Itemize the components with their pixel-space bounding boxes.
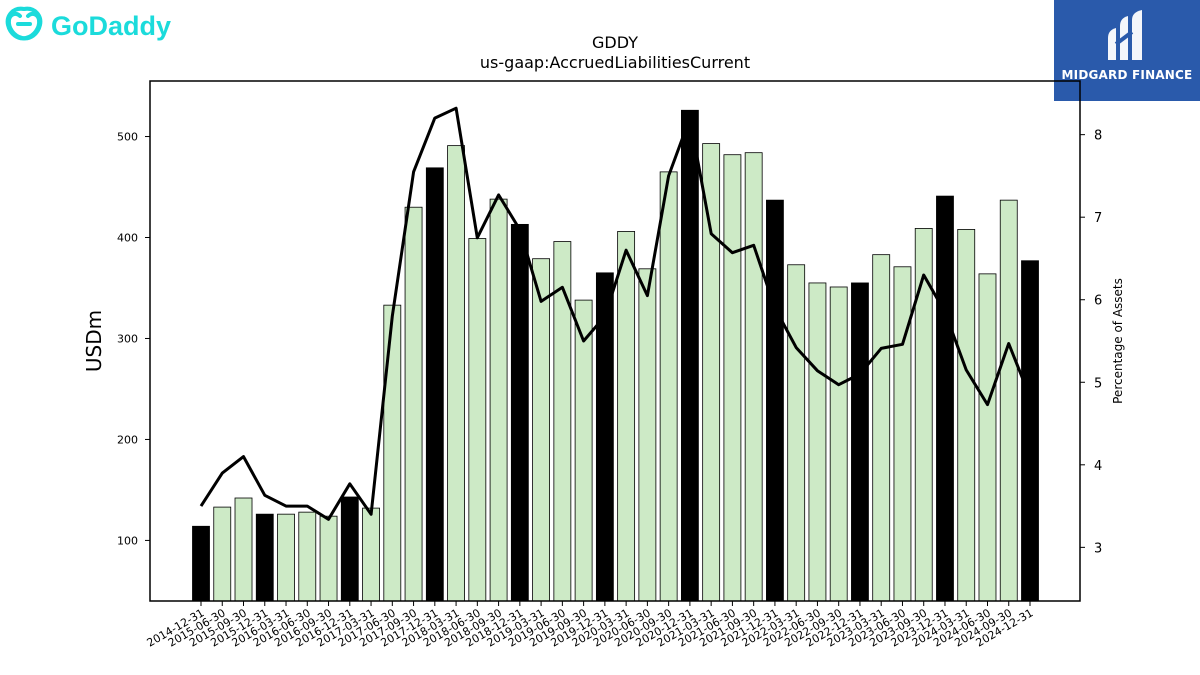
bar-2015-06-30	[213, 506, 232, 602]
bar-series	[192, 109, 1039, 602]
bar-2021-03-31	[702, 143, 721, 602]
y-axis-label: USDm	[82, 310, 106, 372]
bar-2023-06-30	[893, 266, 912, 602]
bar-2016-12-31	[340, 496, 359, 602]
bar-2015-12-31	[255, 513, 274, 602]
bar-2014-12-31	[192, 525, 210, 602]
midgard-logo-text: MIDGARD FINANCE	[1061, 68, 1193, 82]
bar-2023-03-31	[872, 254, 891, 602]
bar-2018-12-31	[510, 223, 529, 602]
bar-2020-03-31	[617, 231, 636, 602]
bar-2022-06-30	[808, 282, 827, 602]
bar-2022-03-31	[787, 264, 806, 602]
bar-2024-06-30	[978, 273, 997, 602]
bar-2020-12-31	[680, 109, 699, 602]
chart-subtitle: us-gaap:AccruedLiabilitiesCurrent	[480, 53, 750, 72]
bar-2018-03-31	[447, 145, 465, 602]
bar-2018-06-30	[468, 238, 487, 602]
x-axis: 2014-12-312015-06-302015-09-302015-12-31…	[145, 601, 1036, 650]
bar-2021-09-30	[744, 152, 763, 602]
y2-tick-label: 5	[1094, 376, 1102, 391]
godaddy-logo: GoDaddy	[4, 2, 184, 46]
y-tick-label: 500	[117, 131, 138, 144]
bar-2019-06-30	[553, 241, 572, 602]
bar-2020-09-30	[659, 171, 678, 602]
bar-2016-03-31	[277, 513, 295, 602]
bar-2017-12-31	[425, 167, 444, 602]
y-tick-label: 100	[117, 534, 138, 547]
bar-2024-09-30	[999, 199, 1018, 602]
bar-2017-09-30	[404, 206, 423, 602]
bar-2024-03-31	[957, 229, 976, 602]
bar-2022-09-30	[829, 286, 848, 602]
bar-2023-12-31	[936, 195, 954, 602]
y-axis-left: 100 200 300 400 500	[117, 131, 150, 547]
bar-2022-12-31	[851, 282, 869, 602]
bar-2016-09-30	[319, 515, 338, 602]
y2-tick-label: 7	[1094, 211, 1102, 226]
line-percentage-of-assets	[199, 106, 1032, 521]
y2-tick-label: 4	[1094, 459, 1102, 474]
bar-2024-12-31	[1021, 260, 1039, 602]
bar-2021-06-30	[723, 154, 742, 602]
godaddy-logo-text: GoDaddy	[51, 11, 171, 41]
bar-2015-09-30	[234, 497, 253, 602]
line-series	[199, 106, 1032, 521]
plot-frame	[149, 80, 1081, 602]
midgard-finance-logo: MIDGARD FINANCE	[1054, 0, 1200, 101]
chart-title: GDDY	[592, 33, 638, 52]
midgard-logo-icon	[1108, 10, 1142, 60]
bar-2016-06-30	[298, 511, 317, 602]
bar-2019-09-30	[574, 299, 593, 602]
y2-axis-label: Percentage of Assets	[1111, 278, 1125, 404]
y-axis-right: 3 4 5 6 7 8	[1080, 129, 1102, 556]
bar-2020-06-30	[638, 268, 657, 602]
bar-2017-06-30	[383, 304, 402, 602]
y-tick-label: 200	[117, 433, 138, 446]
y2-tick-label: 8	[1094, 129, 1102, 144]
y2-tick-label: 3	[1094, 541, 1102, 556]
godaddy-logo-icon: GoDaddy	[5, 6, 171, 41]
bar-2017-03-31	[362, 507, 380, 602]
bar-2021-12-31	[766, 199, 784, 602]
y2-tick-label: 6	[1094, 294, 1102, 309]
bar-2018-09-30	[489, 198, 508, 602]
y-tick-label: 400	[117, 232, 138, 245]
y-tick-label: 300	[117, 332, 138, 345]
bar-2019-03-31	[532, 258, 551, 602]
